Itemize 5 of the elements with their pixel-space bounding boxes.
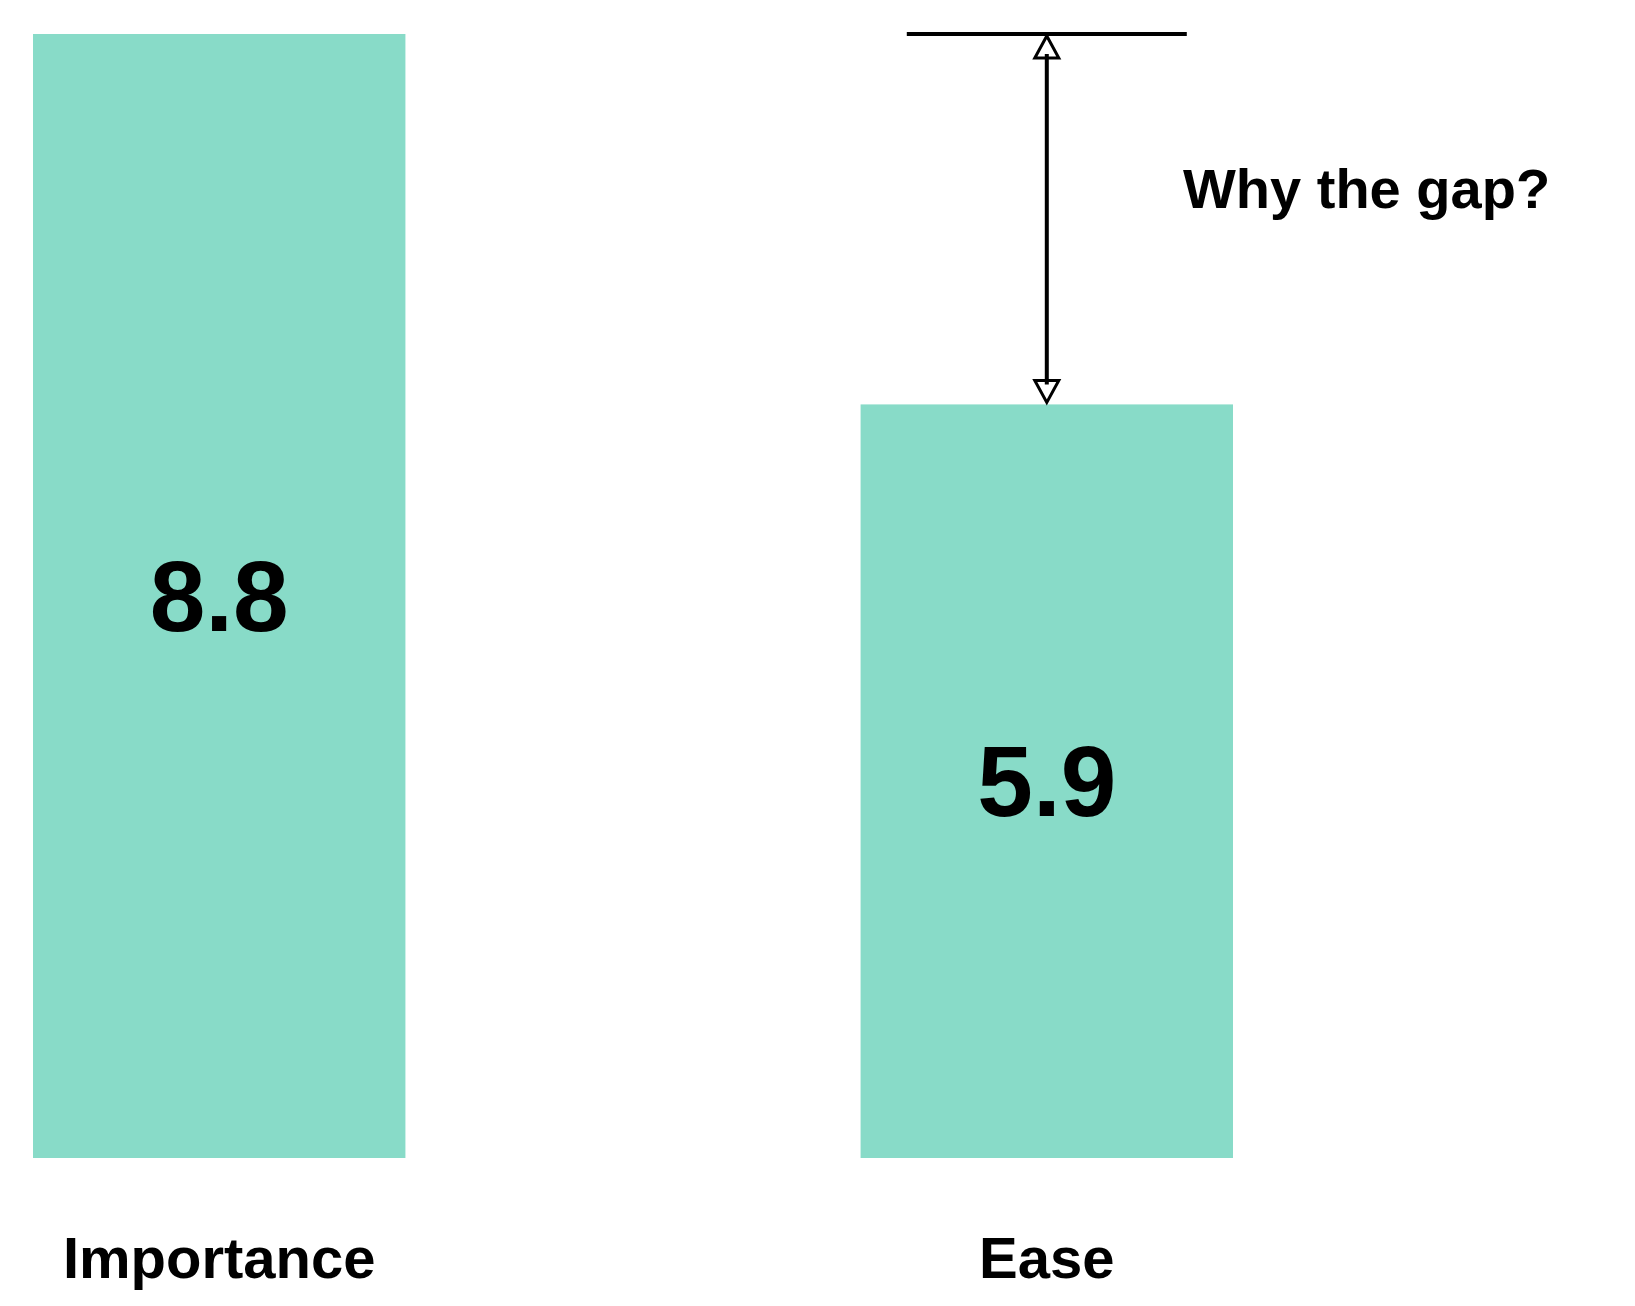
data-label: 8.8: [149, 540, 289, 652]
x-tick-label: Importance: [62, 1225, 376, 1290]
annotation: Why the gap?: [1183, 157, 1551, 220]
x-tick-label: Ease: [979, 1225, 1115, 1290]
data-label: 5.9: [977, 725, 1117, 838]
